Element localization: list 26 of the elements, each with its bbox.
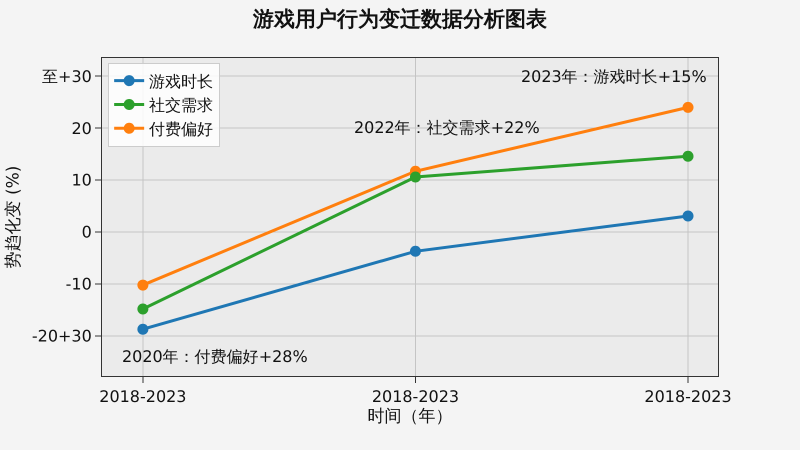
- point: [137, 280, 148, 291]
- annotation: 2022年：社交需求+22%: [354, 118, 540, 137]
- x-tick-label: 2018-2023: [372, 387, 460, 406]
- annotation: 2023年：游戏时长+15%: [521, 67, 707, 86]
- x-tick-label: 2018-2023: [99, 387, 186, 406]
- point: [682, 102, 694, 113]
- legend-label: 游戏时长: [149, 72, 214, 91]
- legend-label: 社交需求: [149, 96, 214, 115]
- point: [410, 246, 421, 257]
- legend-label: 付费偏好: [148, 120, 214, 139]
- point: [137, 324, 148, 335]
- y-tick-label: 20: [71, 118, 92, 138]
- y-tick-label: 10: [71, 170, 92, 190]
- y-tick-label: 至+30: [42, 66, 92, 86]
- y-tick-label: 0: [82, 222, 92, 242]
- x-axis-title: 时间（年）: [368, 406, 452, 427]
- y-tick-label: -20+30: [32, 326, 92, 346]
- chart-title: 游戏用户行为变迁数据分析图表: [252, 6, 547, 31]
- y-tick-label: -10: [66, 274, 92, 294]
- x-tick-label: 2018-2023: [644, 387, 732, 406]
- y-axis-title: 势趋化变 (%): [3, 166, 24, 268]
- point: [137, 303, 148, 314]
- point: [682, 150, 694, 162]
- point: [682, 210, 694, 222]
- point: [410, 171, 421, 182]
- annotation: 2020年：付费偏好+28%: [122, 347, 308, 366]
